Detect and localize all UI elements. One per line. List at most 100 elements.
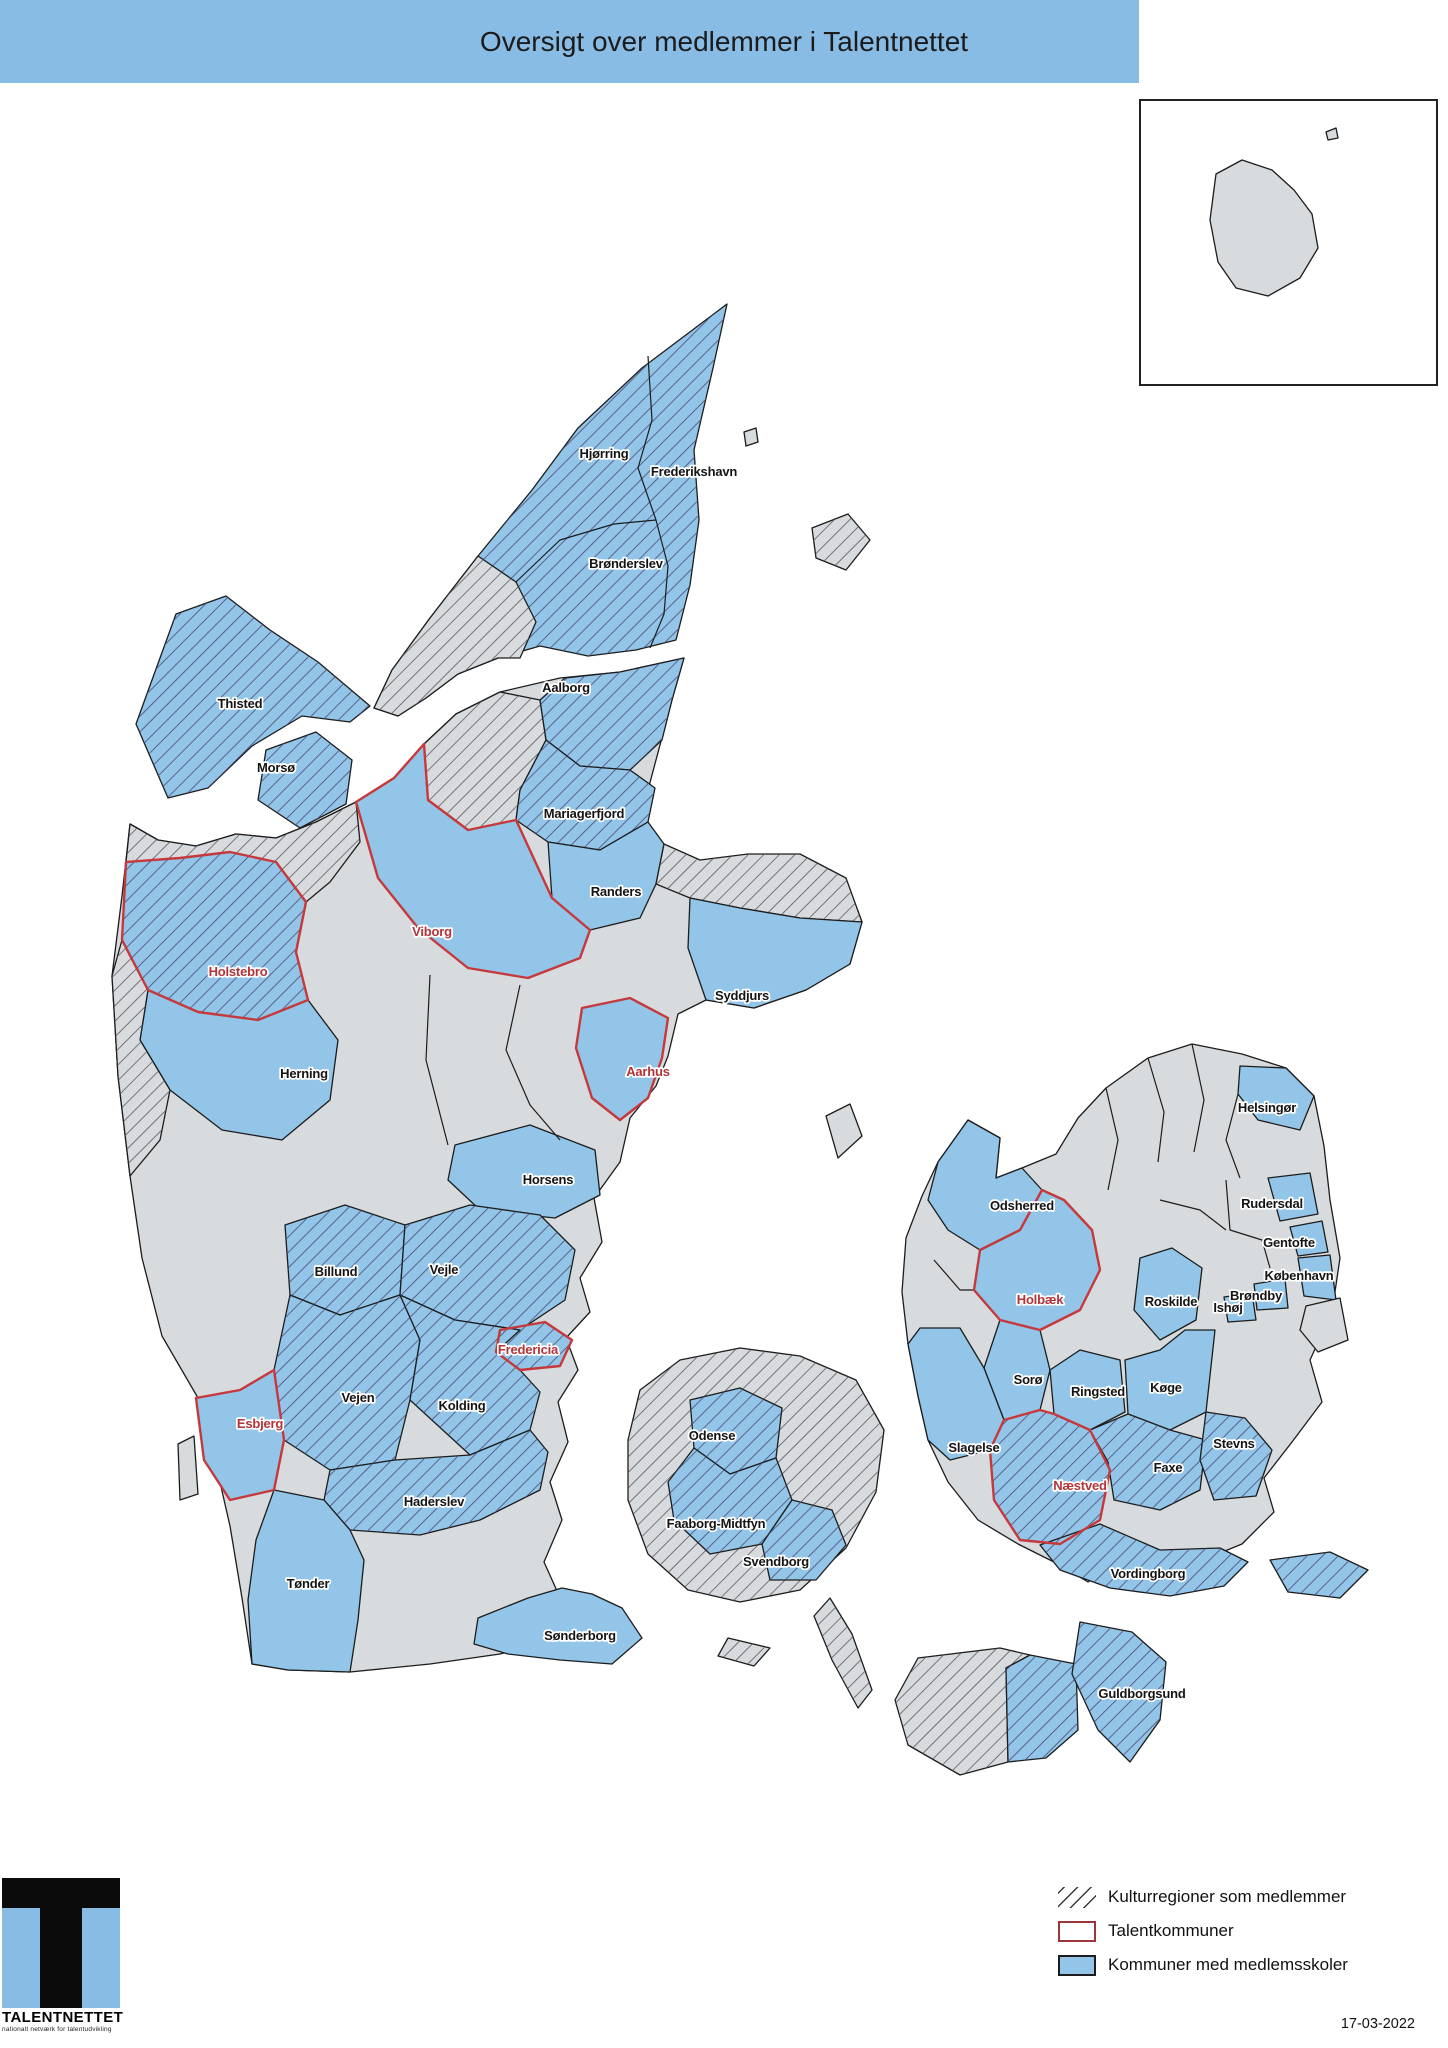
red-outline-swatch-icon [1058,1920,1096,1942]
hatch-billund [285,1205,405,1315]
hatch-vejle [400,1205,575,1330]
talentnettet-logo-icon [2,1878,120,2008]
talent-border-naestved [988,1408,1112,1546]
region-fanoe [177,1435,199,1501]
hatch-moen [1270,1552,1368,1598]
legend-item-talentkommuner: Talentkommuner [1058,1920,1348,1942]
map-label-slagelse: Slagelse [948,1440,999,1455]
map-label-randers: Randers [591,884,642,899]
map-label-holb-k: Holbæk [1017,1292,1064,1307]
map-label-s-nderborg: Sønderborg [544,1628,616,1643]
region-samsoe [825,1103,863,1159]
map-label-viborg: Viborg [412,924,452,939]
border-line-2 [649,519,669,649]
map-label-herning: Herning [280,1066,328,1081]
logo-brand: TALENTNETTET [2,2009,124,2026]
hatch-faxe [1090,1414,1206,1510]
border-line-0 [637,355,657,521]
hatch-laesoe [812,514,870,570]
map-label-thisted: Thisted [218,696,263,711]
title-bar [0,0,1139,83]
hatch-norddjurs [656,844,862,922]
border-line-7 [1191,1043,1205,1153]
map-label-odsherred: Odsherred [990,1198,1054,1213]
region-broendby [1253,1278,1289,1311]
region-toender [247,1489,365,1673]
map-label-vordingborg: Vordingborg [1111,1566,1186,1581]
border-line-1 [515,519,657,583]
map-label-faxe: Faxe [1154,1460,1183,1475]
map-label-esbjerg: Esbjerg [237,1416,284,1431]
hatch-aeroe [718,1638,770,1666]
border-line-6 [1147,1057,1165,1163]
hatch-faaborg-midtfyn [668,1448,792,1554]
talent-border-esbjerg [194,1368,286,1502]
map-label-faaborg-midtfyn: Faaborg-Midtfyn [667,1516,766,1531]
hatch-swatch-icon [1058,1886,1096,1908]
map-label-helsing-r: Helsingør [1238,1100,1296,1115]
map-label-stevns: Stevns [1213,1436,1254,1451]
hatch-morsoe [258,732,352,828]
legend-label: Kommuner med medlemsskoler [1108,1955,1348,1974]
region-ishoej [1223,1292,1257,1323]
legend-label: Talentkommuner [1108,1921,1234,1940]
region-rudersdal [1267,1172,1319,1222]
map-label-hj-rring: Hjørring [580,446,629,461]
hatch-naestved [990,1410,1110,1544]
hatch-lemvig-struer-skive [126,802,360,902]
map-label-mariagerfjord: Mariagerfjord [544,806,625,821]
map-label-ish-j: Ishøj [1213,1300,1242,1315]
logo-tagline: nationalt netværk for talentudvikling [2,2026,112,2033]
border-line-4 [425,974,449,1146]
region-horsens [447,1124,601,1219]
map-label-horsens: Horsens [523,1172,574,1187]
region-ertholmene [1325,127,1339,141]
talent-border-aarhus [574,996,670,1122]
map-label-t-nder: Tønder [287,1576,330,1591]
map-label-gentofte: Gentofte [1263,1235,1315,1250]
hatch-mariagerfjord [516,740,655,850]
map-label-br-nderslev: Brønderslev [589,556,664,571]
talent-border-fredericia [494,1320,574,1372]
map-label-fredericia: Fredericia [498,1342,559,1357]
map-label-k-benhavn: København [1265,1268,1334,1283]
region-gentofte [1289,1220,1329,1257]
hatch-thisted [136,596,370,798]
region-roskilde [1133,1247,1203,1341]
talent-border-viborg [354,742,592,980]
hatch-vordingborg [1040,1524,1248,1596]
map-label-holstebro: Holstebro [209,964,268,979]
map-label-frederikshavn: Frederikshavn [651,464,738,479]
hatch-ringkoebing-skjern [112,940,170,1176]
map-label-rudersdal: Rudersdal [1241,1196,1303,1211]
region-bornholm [1209,159,1319,297]
hatch-kolding [400,1295,540,1455]
hatch-haderslev [324,1430,548,1535]
hatch-vejen [274,1295,420,1470]
hatch-himmerland [424,692,546,830]
map-label-haderslev: Haderslev [404,1494,465,1509]
map-label-n-stved: Næstved [1053,1478,1107,1493]
border-line-10 [1159,1199,1227,1231]
hatch-jammerbugt [374,556,536,716]
map-label-roskilde: Roskilde [1145,1294,1198,1309]
map-label-aalborg: Aalborg [542,680,590,695]
region-slagelse [907,1327,1005,1461]
page-title: Oversigt over medlemmer i Talentnettet [479,26,969,57]
map-date: 17-03-2022 [1340,2016,1415,2032]
blue-fill-swatch-icon [1058,1954,1096,1976]
legend-label: Kulturregioner som medlemmer [1108,1887,1347,1906]
hatch-odense [690,1388,782,1474]
legend: Kulturregioner som medlemmer Talentkommu… [1058,1886,1348,1988]
map-label-billund: Billund [315,1264,358,1279]
region-soenderborg [473,1587,643,1665]
talent-border-holstebro [120,850,310,1022]
map-label-vejen: Vejen [342,1390,375,1405]
legend-item-medlemsskoler: Kommuner med medlemsskoler [1058,1954,1348,1976]
map-label-vejle: Vejle [430,1262,459,1277]
hatch-lolland [895,1648,1030,1775]
hatch-svendborg [762,1500,846,1580]
map-label-k-ge: Køge [1150,1380,1182,1395]
map-label-ringsted: Ringsted [1071,1384,1125,1399]
